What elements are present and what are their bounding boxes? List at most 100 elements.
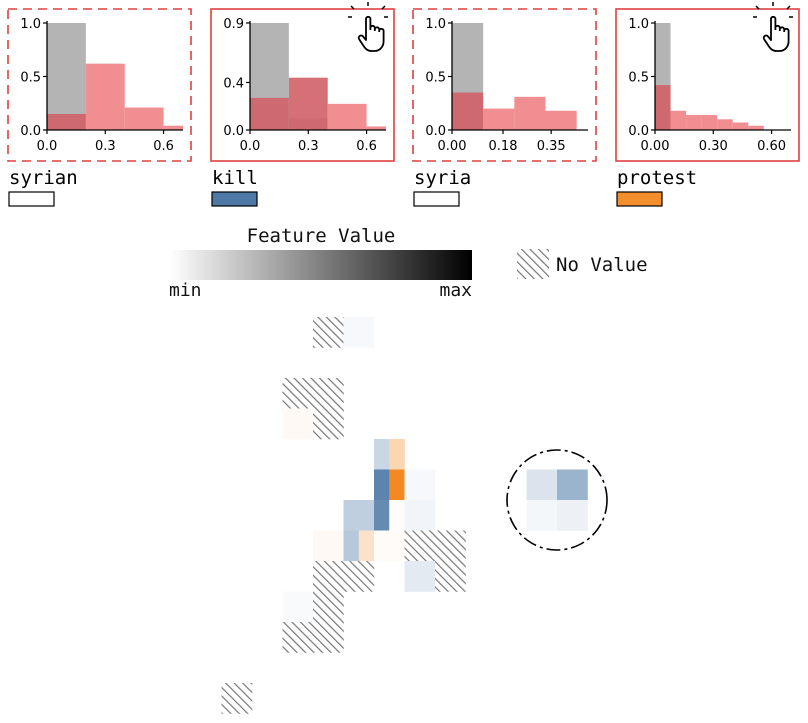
grid-cell[interactable] <box>374 469 390 501</box>
red-bar <box>124 107 164 130</box>
no-value-cell[interactable] <box>313 317 344 348</box>
x-tick-label: 0.35 <box>537 139 566 154</box>
red-bar <box>732 122 749 130</box>
y-tick-label: 1.0 <box>425 17 446 32</box>
grid-cell[interactable] <box>313 530 344 562</box>
legend-title: Feature Value <box>247 225 396 247</box>
grid-cell[interactable] <box>557 500 588 531</box>
no-value-label: No Value <box>556 254 648 276</box>
no-value-cell[interactable] <box>435 530 466 562</box>
red-bar <box>366 126 386 130</box>
no-value-swatch <box>517 249 549 279</box>
grid-cell[interactable] <box>389 469 405 501</box>
legend-max-label: max <box>439 280 472 301</box>
pointer-hand-icon[interactable] <box>348 2 388 52</box>
grid-cell[interactable] <box>389 500 405 531</box>
no-value-cell[interactable] <box>282 378 314 409</box>
feature-swatch[interactable] <box>8 191 55 207</box>
red-bar <box>701 115 718 130</box>
y-tick-label: 0.4 <box>223 76 244 91</box>
feature-label: kill <box>212 167 258 189</box>
grid-cell[interactable] <box>557 469 588 501</box>
red-bar <box>686 115 702 130</box>
grid-cell[interactable] <box>343 500 375 531</box>
feature-label: syria <box>414 167 471 189</box>
red-bar <box>545 110 577 130</box>
x-tick-label: 0.60 <box>757 139 786 154</box>
red-bar <box>47 113 86 130</box>
red-bar <box>288 77 328 130</box>
grid-cell[interactable] <box>526 500 558 531</box>
y-tick-label: 0.0 <box>425 124 446 139</box>
histogram-panel-syrian[interactable]: 0.0 0.5 1.0 0.0 0.3 0.6 syrian <box>7 8 192 207</box>
grid-cell[interactable] <box>343 530 360 562</box>
red-bar <box>327 103 367 130</box>
highlight-circle <box>506 449 608 551</box>
no-value-cell[interactable] <box>282 622 314 653</box>
red-bar <box>748 125 764 130</box>
grid-cell[interactable] <box>404 469 436 501</box>
x-tick-label: 0.00 <box>438 139 467 154</box>
pointer-hand-icon[interactable] <box>753 2 793 52</box>
red-bar <box>250 97 289 130</box>
x-tick-label: 0.18 <box>489 139 518 154</box>
no-value-cell[interactable] <box>313 378 344 409</box>
selection-circle <box>506 449 608 551</box>
panel-frame <box>412 8 597 162</box>
feature-value-legend: Feature Value min max No Value <box>169 225 648 301</box>
y-tick-label: 1.0 <box>628 17 649 32</box>
legend-min-label: min <box>169 280 202 301</box>
no-value-cell[interactable] <box>221 683 253 714</box>
no-value-cell[interactable] <box>343 561 375 592</box>
grid-cell[interactable] <box>374 500 390 531</box>
no-value-cell[interactable] <box>435 561 466 592</box>
histogram-panel-protest[interactable]: 0.0 0.5 1.0 0.00 0.30 0.60 protest <box>615 2 800 207</box>
grid-cell[interactable] <box>526 469 558 501</box>
grid-cell[interactable] <box>404 500 436 531</box>
red-bar <box>163 125 183 130</box>
red-bar <box>670 110 687 130</box>
red-bar <box>452 92 484 130</box>
x-tick-label: 0.6 <box>356 139 377 154</box>
no-value-cell[interactable] <box>313 591 344 623</box>
histogram-panel-kill[interactable]: 0.0 0.4 0.9 0.0 0.3 0.6 kill <box>210 2 395 207</box>
no-value-cell[interactable] <box>313 622 344 653</box>
x-tick-label: 0.0 <box>240 139 261 154</box>
feature-swatch[interactable] <box>211 191 258 207</box>
red-bar <box>514 96 546 130</box>
gray-bar <box>47 23 86 130</box>
no-value-cell[interactable] <box>313 408 344 440</box>
y-tick-label: 0.5 <box>425 71 446 86</box>
feature-grid <box>221 317 588 714</box>
value-gradient-bar <box>170 250 472 280</box>
x-tick-label: 0.30 <box>699 139 728 154</box>
y-tick-label: 0.5 <box>628 71 649 86</box>
feature-label: syrian <box>9 167 78 189</box>
grid-cell[interactable] <box>374 439 390 470</box>
x-tick-label: 0.3 <box>95 139 116 154</box>
feature-label: protest <box>617 167 697 189</box>
x-tick-label: 0.0 <box>37 139 58 154</box>
y-tick-label: 0.5 <box>20 71 41 86</box>
grid-cell[interactable] <box>343 317 375 348</box>
feature-swatch[interactable] <box>616 191 663 207</box>
no-value-cell[interactable] <box>404 530 436 562</box>
red-bar <box>85 63 125 130</box>
grid-cell[interactable] <box>389 439 405 470</box>
grid-cell[interactable] <box>358 530 375 562</box>
grid-cell[interactable] <box>404 561 436 592</box>
x-tick-label: 0.00 <box>641 139 670 154</box>
no-value-cell[interactable] <box>313 561 344 592</box>
red-bar <box>483 108 515 130</box>
y-tick-label: 0.0 <box>628 124 649 139</box>
grid-cell[interactable] <box>374 530 405 562</box>
panel-frame <box>615 8 800 162</box>
feature-swatch[interactable] <box>413 191 460 207</box>
grid-cell[interactable] <box>282 408 314 440</box>
x-tick-label: 0.6 <box>153 139 174 154</box>
histogram-panel-syria[interactable]: 0.0 0.5 1.0 0.00 0.18 0.35 syria <box>412 8 597 207</box>
red-bar <box>655 85 671 130</box>
x-tick-label: 0.3 <box>298 139 319 154</box>
grid-cell[interactable] <box>282 591 314 623</box>
